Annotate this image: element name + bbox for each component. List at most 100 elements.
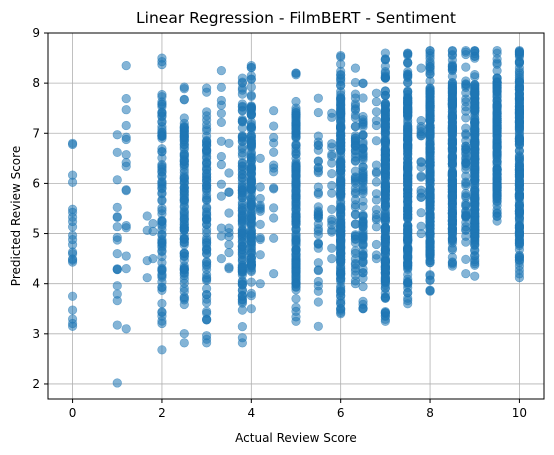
data-point xyxy=(112,378,122,388)
data-point xyxy=(67,170,78,180)
data-point xyxy=(403,224,413,235)
data-point xyxy=(157,179,167,189)
data-point xyxy=(224,248,234,258)
data-point xyxy=(358,196,368,206)
data-point xyxy=(371,107,382,117)
data-point xyxy=(447,98,457,109)
data-point xyxy=(246,141,256,151)
data-point xyxy=(403,70,413,81)
data-point xyxy=(447,62,457,72)
data-point xyxy=(148,254,158,264)
data-point xyxy=(447,85,457,95)
data-point xyxy=(514,269,525,279)
data-point xyxy=(246,74,256,84)
data-point xyxy=(291,149,301,159)
data-point xyxy=(112,289,122,299)
data-point xyxy=(336,239,346,250)
data-point xyxy=(216,66,226,76)
data-point xyxy=(371,250,382,260)
data-point xyxy=(148,218,158,229)
data-point xyxy=(246,277,256,287)
data-point xyxy=(380,245,390,256)
data-point xyxy=(269,269,279,279)
data-point xyxy=(313,286,323,296)
data-point xyxy=(291,161,301,171)
data-point xyxy=(67,216,78,227)
data-point xyxy=(350,63,361,73)
data-point xyxy=(461,237,471,247)
data-point xyxy=(237,218,247,228)
data-point xyxy=(237,180,247,190)
data-point xyxy=(237,290,247,301)
x-tick-label: 6 xyxy=(337,406,345,420)
data-point xyxy=(112,281,122,291)
data-point xyxy=(492,143,502,153)
y-tick-label: 2 xyxy=(32,377,40,391)
data-point xyxy=(121,105,131,115)
data-point xyxy=(336,307,346,318)
data-point xyxy=(371,204,382,215)
data-point xyxy=(403,278,413,288)
data-point xyxy=(461,178,471,189)
data-point xyxy=(121,132,131,142)
data-point xyxy=(371,222,382,232)
data-point xyxy=(470,88,480,98)
data-point xyxy=(246,82,256,92)
data-point xyxy=(461,97,471,107)
data-point xyxy=(514,228,525,238)
data-point xyxy=(425,129,435,140)
data-point xyxy=(216,117,226,128)
data-point xyxy=(380,212,390,222)
data-point xyxy=(121,94,131,104)
data-point xyxy=(121,223,131,233)
data-point xyxy=(121,251,131,261)
data-point xyxy=(416,131,426,141)
data-point xyxy=(514,90,525,100)
data-point xyxy=(216,82,226,92)
data-point xyxy=(179,149,189,159)
data-point xyxy=(447,257,457,267)
data-point xyxy=(157,57,167,67)
data-point xyxy=(224,187,234,197)
data-point xyxy=(202,331,212,341)
data-point xyxy=(403,196,413,207)
data-point xyxy=(336,131,346,141)
data-point xyxy=(237,280,247,290)
data-point xyxy=(492,156,502,167)
data-point xyxy=(514,118,525,128)
data-point xyxy=(269,106,279,116)
data-point xyxy=(202,207,212,217)
data-point xyxy=(514,46,525,57)
data-point xyxy=(216,136,226,146)
data-point xyxy=(313,224,323,234)
data-point xyxy=(327,254,337,264)
data-point xyxy=(425,271,435,281)
data-point xyxy=(425,164,435,174)
data-point xyxy=(425,200,435,210)
data-point xyxy=(336,161,346,171)
data-point xyxy=(425,248,435,258)
data-point xyxy=(269,121,279,131)
data-point xyxy=(269,233,279,243)
data-point xyxy=(313,258,323,268)
data-point xyxy=(157,238,167,249)
data-point xyxy=(336,204,346,214)
data-point xyxy=(291,259,301,269)
data-point xyxy=(514,178,525,188)
data-point xyxy=(237,132,247,142)
data-point xyxy=(371,120,382,131)
data-point xyxy=(269,163,279,173)
data-point xyxy=(255,153,265,163)
data-point xyxy=(371,177,382,187)
data-point xyxy=(425,152,435,162)
data-point xyxy=(112,249,122,259)
data-point xyxy=(371,167,382,177)
data-point xyxy=(350,101,361,111)
data-point xyxy=(425,106,435,116)
data-point xyxy=(255,204,265,214)
data-point xyxy=(291,282,301,292)
data-point xyxy=(327,243,337,253)
data-point xyxy=(380,66,390,77)
data-point xyxy=(380,121,390,131)
